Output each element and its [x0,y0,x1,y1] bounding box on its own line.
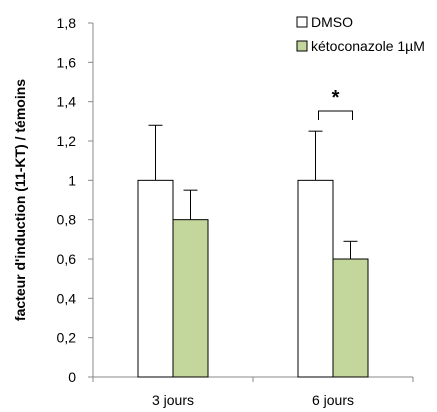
y-tick-label: 1,6 [57,54,77,70]
legend: DMSO kétoconazole 1µM [296,14,425,54]
bar [332,258,369,378]
legend-label: DMSO [311,14,353,30]
y-axis-title: facteur d'induction (11-KT) / témoins [12,79,28,321]
x-axis: 3 jours 6 jours [92,376,414,408]
legend-swatch [296,40,308,52]
x-tick-label: 6 jours [312,392,354,408]
y-tick-label: 0,8 [57,212,77,228]
y-tick-label: 1,8 [57,15,77,31]
legend-swatch [296,16,308,28]
y-tick-label: 1,2 [57,133,77,149]
legend-label: kétoconazole 1µM [311,38,425,54]
y-tick-label: 0,4 [57,290,77,306]
y-tick-label: 0 [68,369,76,385]
significance-annotation: * [318,87,353,120]
significance-bracket [318,110,353,120]
x-tick-label: 3 jours [152,392,194,408]
bar [172,219,209,378]
bar [137,179,174,378]
bars [137,179,369,378]
error-bars [148,124,358,259]
bar [297,179,334,378]
y-tick-label: 1 [68,172,76,188]
y-axis: 0 0,2 0,4 0,6 0,8 1 1,2 1,4 1,6 1,8 [57,15,94,385]
y-tick-label: 0,6 [57,251,77,267]
y-tick-label: 1,4 [57,94,77,110]
significance-star: * [332,87,340,109]
y-tick-label: 0,2 [57,330,77,346]
